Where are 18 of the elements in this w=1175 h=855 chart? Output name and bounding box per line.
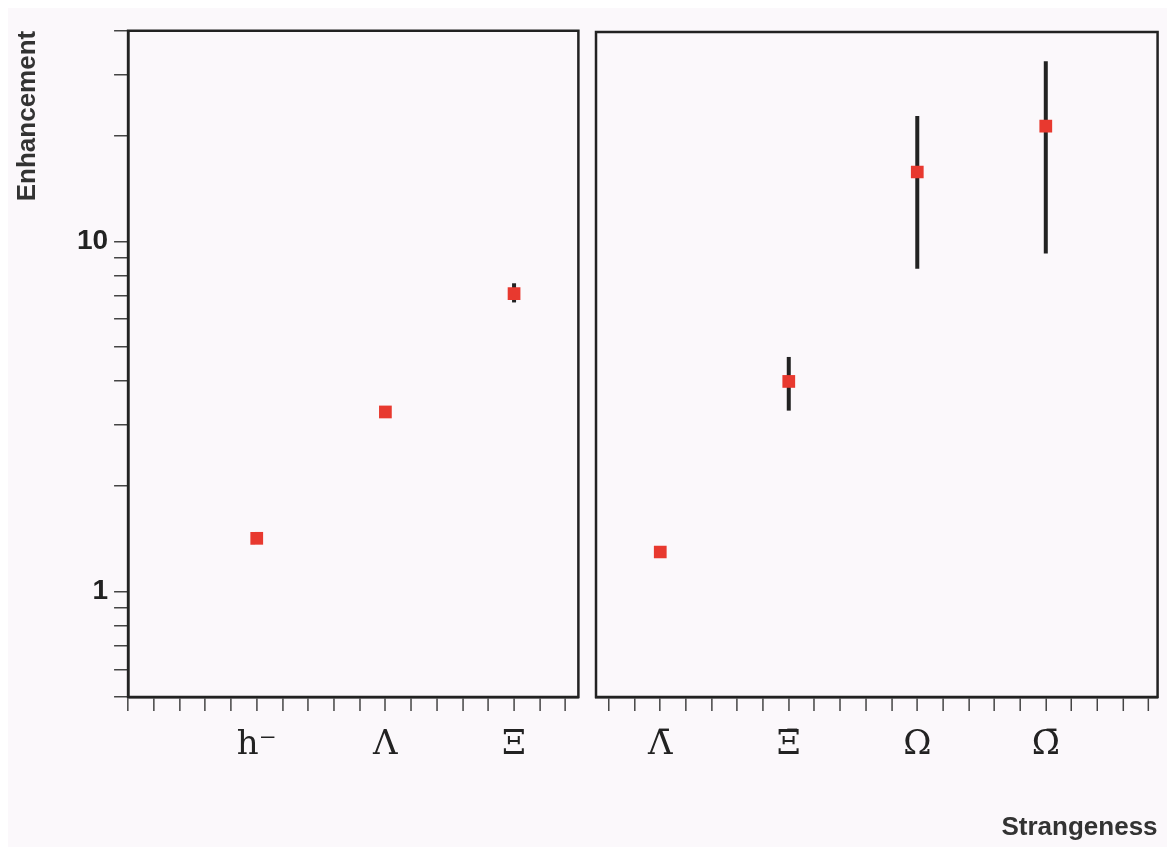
point [1039, 119, 1053, 133]
x-tick-label: Ξ [502, 722, 527, 763]
x-tick-label: Λ̄ [647, 722, 674, 763]
y-tick-label: 10 [76, 224, 109, 256]
x-tick-label: Ξ̄ [777, 722, 802, 763]
y-axis-title: Enhancement [10, 30, 41, 202]
point [250, 531, 264, 545]
point [507, 287, 521, 300]
point [379, 405, 392, 419]
y-tick-label: 1 [92, 574, 109, 606]
point [782, 375, 796, 388]
x-tick-label: Λ [372, 722, 399, 763]
x-tick-label: Ω̄ [1032, 722, 1061, 763]
x-axis-title: Strangeness [1001, 810, 1158, 841]
x-tick-label: Ω [903, 722, 932, 763]
point [654, 545, 668, 559]
point [911, 165, 925, 179]
x-tick-label: h⁻ [236, 722, 277, 763]
